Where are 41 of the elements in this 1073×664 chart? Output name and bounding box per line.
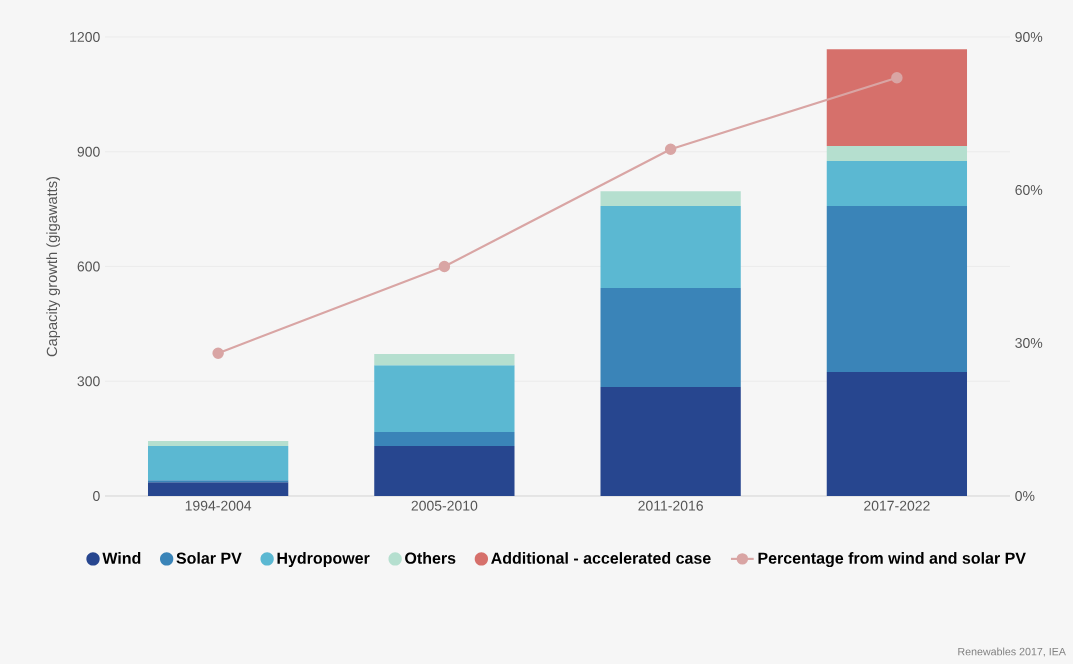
y-tick-label: 0 bbox=[93, 491, 100, 501]
bar bbox=[600, 206, 741, 288]
point bbox=[438, 260, 451, 273]
y-axis-title: Capacity growth (gigawatts) bbox=[46, 176, 60, 357]
legend-label: Percentage from wind and solar PV bbox=[758, 552, 1026, 568]
bar bbox=[600, 287, 741, 387]
bar bbox=[600, 191, 741, 207]
y-tick-label: 600 bbox=[77, 261, 100, 272]
bar bbox=[826, 160, 968, 207]
y2-tick-label: 0% bbox=[1015, 491, 1035, 501]
bar bbox=[826, 146, 968, 161]
y-tick-label: 1200 bbox=[70, 32, 100, 42]
bar bbox=[826, 49, 968, 147]
bar bbox=[826, 206, 968, 373]
bar bbox=[374, 445, 515, 496]
y2-tick-label: 60% bbox=[1015, 185, 1043, 195]
bar bbox=[826, 372, 968, 496]
bar bbox=[374, 365, 515, 433]
bar bbox=[147, 445, 289, 481]
bar bbox=[600, 386, 741, 496]
x-tick-label: 1994-2004 bbox=[185, 500, 252, 511]
y2-tick-label: 30% bbox=[1015, 338, 1043, 348]
bar bbox=[147, 482, 289, 496]
point bbox=[212, 347, 224, 359]
x-tick-label: 2017-2022 bbox=[864, 500, 930, 511]
y-tick-label: 300 bbox=[77, 376, 100, 387]
x-tick-label: 2005-2010 bbox=[411, 500, 478, 511]
point bbox=[891, 72, 903, 84]
y2-tick-label: 90% bbox=[1015, 32, 1043, 42]
legend-label: Solar PV bbox=[176, 552, 242, 564]
y-tick-label: 900 bbox=[77, 146, 100, 157]
bar bbox=[374, 432, 515, 446]
bar bbox=[147, 440, 289, 446]
legend-label: Hydropower bbox=[277, 552, 370, 568]
legend-label: Others bbox=[405, 552, 456, 564]
legend-label: Additional - accelerated case bbox=[491, 552, 711, 564]
x-tick-label: 2011-2016 bbox=[638, 500, 703, 511]
bar bbox=[374, 354, 515, 366]
point bbox=[664, 143, 677, 155]
text: Renewables 2017, IEA bbox=[958, 647, 1066, 657]
legend-label: Wind bbox=[102, 552, 141, 564]
